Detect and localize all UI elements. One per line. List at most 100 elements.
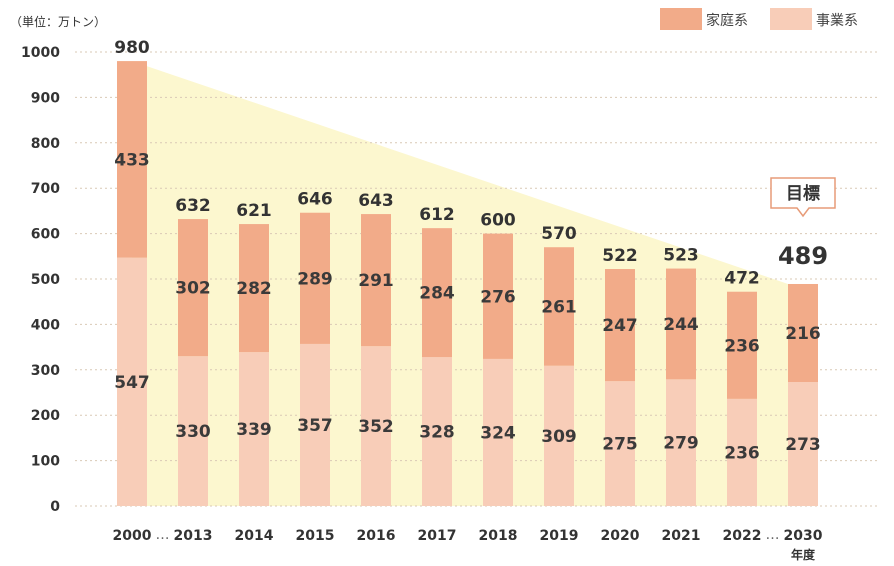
y-tick-label: 900 xyxy=(31,90,60,106)
bar-segment-jigyo xyxy=(605,381,635,506)
data-label-katei: 284 xyxy=(419,284,455,304)
data-label-jigyo: 328 xyxy=(419,423,455,443)
bar-segment-jigyo xyxy=(666,379,696,506)
bar-segment-katei xyxy=(178,219,208,357)
data-label-jigyo: 324 xyxy=(480,423,516,443)
x-tick-label: 2019 xyxy=(540,528,579,544)
legend-swatch xyxy=(660,8,702,30)
total-label: 472 xyxy=(724,269,760,289)
legend: 家庭系 事業系 xyxy=(660,8,858,30)
total-label: 643 xyxy=(358,191,394,211)
y-tick-label: 600 xyxy=(31,227,60,243)
total-label: 600 xyxy=(480,211,516,231)
bar-segment-jigyo xyxy=(361,346,391,506)
total-label: 523 xyxy=(663,246,699,266)
bars xyxy=(117,61,818,506)
data-label-jigyo: 352 xyxy=(358,417,394,437)
data-label-jigyo: 275 xyxy=(602,435,638,455)
bar-segment-jigyo xyxy=(788,382,818,506)
y-tick-label: 700 xyxy=(31,181,60,197)
data-labels: 547 433 980 330 302 632 339 282 621 357 289 646 352 2… xyxy=(114,38,828,463)
bar-segment-katei xyxy=(117,61,147,258)
total-label: 612 xyxy=(419,205,455,225)
unit-label: （単位：万トン） xyxy=(10,14,106,29)
bar-segment-jigyo xyxy=(483,358,513,506)
target-callout-box xyxy=(770,177,836,218)
bar-segment-katei xyxy=(605,269,635,382)
y-axis-ticks: 0 100 200 300 400 500 600 700 800 900 1000 xyxy=(21,45,60,515)
bar-segment-katei xyxy=(483,233,513,359)
x-tick-label: 2022 xyxy=(723,528,762,544)
total-label-target: 489 xyxy=(778,242,828,270)
y-tick-label: 400 xyxy=(31,317,60,333)
data-label-katei: 289 xyxy=(297,269,333,289)
total-label: 522 xyxy=(602,246,638,266)
total-label: 621 xyxy=(236,201,272,221)
data-label-jigyo: 236 xyxy=(724,443,760,463)
x-tick-label: 2015 xyxy=(296,528,335,544)
data-label-katei: 247 xyxy=(602,316,638,336)
data-label-jigyo: 309 xyxy=(541,427,577,447)
x-tick-label: 2021 xyxy=(662,528,701,544)
data-label-katei: 291 xyxy=(358,271,394,291)
data-label-katei: 216 xyxy=(785,324,821,344)
data-label-jigyo: 279 xyxy=(663,434,699,454)
target-callout: 目標 xyxy=(770,177,836,218)
data-label-jigyo: 547 xyxy=(114,373,150,393)
y-tick-label: 100 xyxy=(31,454,60,470)
data-label-katei: 302 xyxy=(175,279,211,299)
data-label-jigyo: 357 xyxy=(297,416,333,436)
x-gap-ellipsis: … xyxy=(766,527,780,543)
legend-label: 事業系 xyxy=(816,13,858,29)
total-label: 646 xyxy=(297,190,333,210)
x-tick-label: 2030 xyxy=(784,528,823,544)
y-tick-label: 1000 xyxy=(21,45,60,61)
target-callout-label: 目標 xyxy=(786,183,820,204)
y-tick-label: 0 xyxy=(50,499,60,515)
bar-segment-jigyo xyxy=(117,257,147,506)
data-label-katei: 261 xyxy=(541,297,577,317)
legend-swatch xyxy=(770,8,812,30)
x-tick-label: 2018 xyxy=(479,528,518,544)
y-tick-label: 300 xyxy=(31,363,60,379)
total-label: 632 xyxy=(175,196,211,216)
x-gap-ellipsis: … xyxy=(156,527,170,543)
x-tick-label: 2020 xyxy=(601,528,640,544)
data-label-katei: 276 xyxy=(480,287,516,307)
x-tick-label: 2000 xyxy=(113,528,152,544)
x-tick-label: 2014 xyxy=(235,528,274,544)
bar-segment-katei xyxy=(727,291,757,399)
x-suffix-label: 年度 xyxy=(791,547,816,562)
bar-segment-jigyo xyxy=(727,398,757,506)
x-tick-label: 2016 xyxy=(357,528,396,544)
bar-segment-katei xyxy=(788,283,818,383)
bar-segment-jigyo xyxy=(544,365,574,506)
data-label-jigyo: 330 xyxy=(175,422,211,442)
data-label-katei: 282 xyxy=(236,279,272,299)
x-tick-label: 2017 xyxy=(418,528,457,544)
y-tick-label: 500 xyxy=(31,272,60,288)
total-label: 570 xyxy=(541,224,577,244)
bar-segment-katei xyxy=(239,224,269,353)
bar-segment-katei xyxy=(300,212,330,344)
bar-segment-katei xyxy=(361,214,391,347)
data-label-katei: 244 xyxy=(663,315,699,335)
bar-segment-jigyo xyxy=(178,356,208,506)
bar-segment-jigyo xyxy=(422,357,452,506)
bar-segment-jigyo xyxy=(239,352,269,506)
total-label: 980 xyxy=(114,38,150,58)
data-label-jigyo: 273 xyxy=(785,435,821,455)
data-label-jigyo: 339 xyxy=(236,420,272,440)
bar-segment-katei xyxy=(422,228,452,358)
data-label-katei: 236 xyxy=(724,336,760,356)
y-tick-label: 800 xyxy=(31,136,60,152)
x-tick-label: 2013 xyxy=(174,528,213,544)
bar-segment-jigyo xyxy=(300,343,330,506)
data-label-katei: 433 xyxy=(114,150,150,170)
bar-segment-katei xyxy=(666,268,696,380)
bar-segment-katei xyxy=(544,247,574,366)
y-tick-label: 200 xyxy=(31,408,60,424)
legend-label: 家庭系 xyxy=(706,12,748,29)
x-axis-ticks: 2000 2013 2014 2015 2016 2017 2018 2019 2020 2021… xyxy=(113,527,823,562)
